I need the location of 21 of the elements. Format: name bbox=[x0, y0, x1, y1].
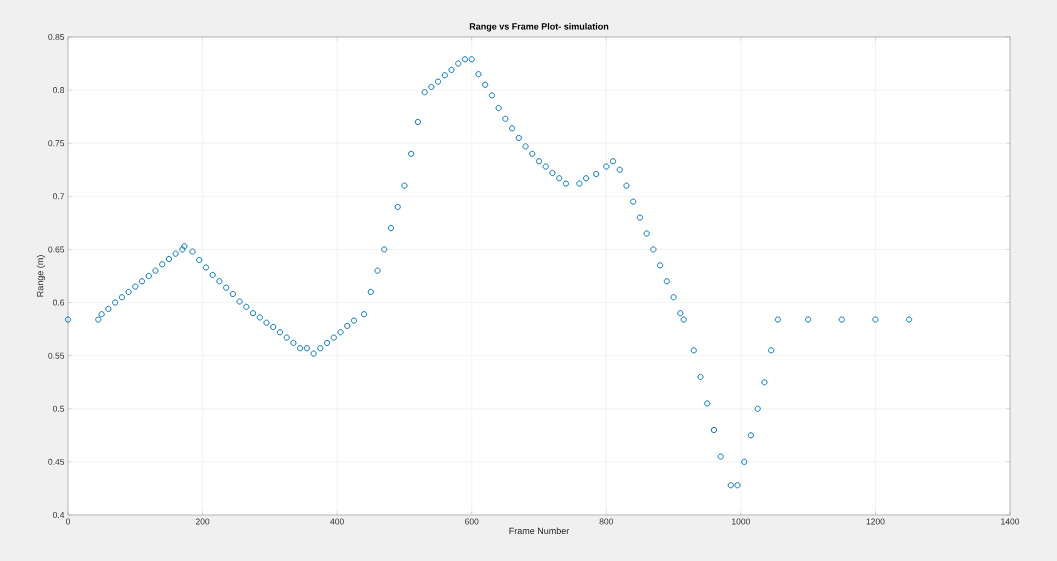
x-tick-label: 1000 bbox=[732, 518, 750, 525]
y-tick-label: 0.6 bbox=[52, 299, 65, 306]
y-tick-label: 0.5 bbox=[52, 405, 65, 412]
x-tick-label: 600 bbox=[465, 518, 479, 525]
y-tick-label: 0.8 bbox=[52, 87, 65, 94]
y-tick-label: 0.75 bbox=[48, 140, 65, 147]
x-tick-label: 800 bbox=[599, 518, 614, 525]
x-tick-label: 1200 bbox=[866, 518, 885, 525]
y-tick-label: 0.65 bbox=[48, 246, 65, 253]
chart-title: Range vs Frame Plot- simulation bbox=[469, 23, 609, 32]
x-tick-label: 200 bbox=[195, 518, 210, 525]
y-tick-label: 0.4 bbox=[52, 511, 65, 518]
y-tick-label: 0.45 bbox=[48, 458, 65, 465]
x-tick-label: 1400 bbox=[1001, 518, 1020, 525]
x-tick-label: 0 bbox=[65, 518, 71, 525]
x-tick-label: 400 bbox=[330, 518, 344, 525]
y-tick-label: 0.7 bbox=[52, 193, 65, 200]
y-tick-label: 0.55 bbox=[48, 352, 65, 359]
y-tick-label: 0.85 bbox=[48, 33, 65, 40]
x-axis-title: Frame Number bbox=[509, 527, 570, 535]
y-axis-title: Range (m) bbox=[36, 255, 46, 297]
